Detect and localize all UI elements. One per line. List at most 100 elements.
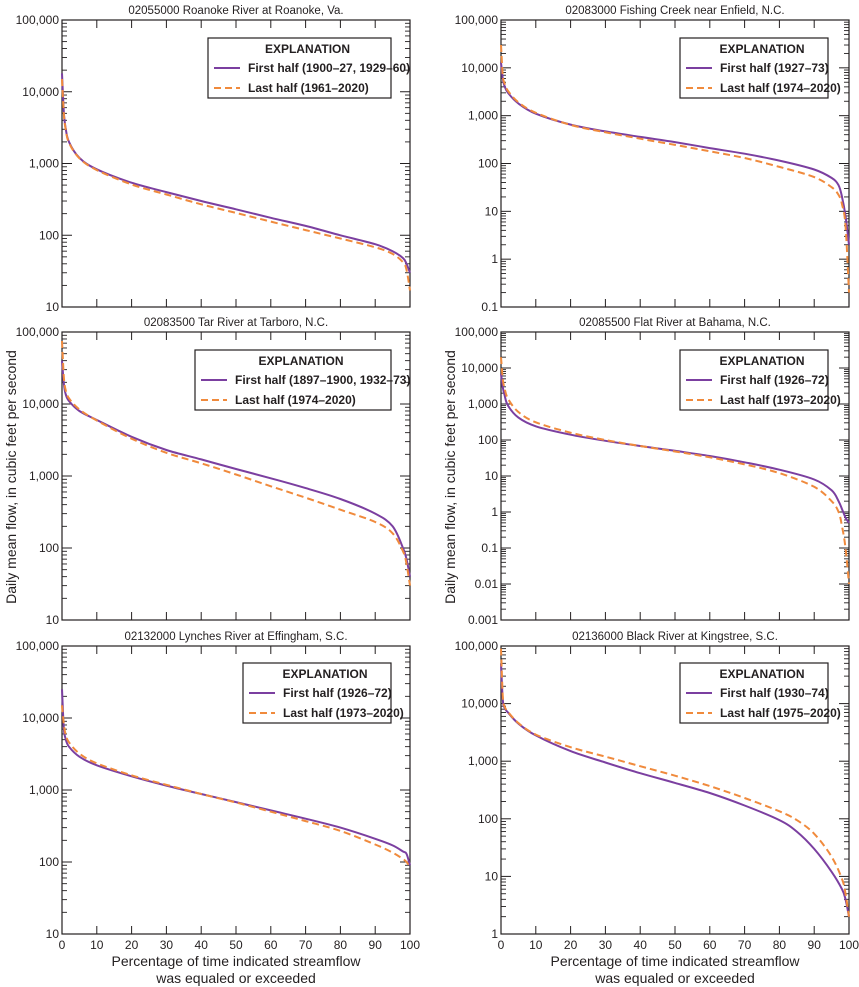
legend-title: EXPLANATION [719,354,804,368]
y-tick-label: 100 [39,541,59,555]
legend-label-first-half: First half (1897–1900, 1932–73) [235,373,410,387]
x-tick-label: 20 [564,938,578,952]
panel-1: 02055000 Roanoke River at Roanoke, Va. 10… [16,5,411,314]
y-tick-label: 100,000 [455,13,499,27]
y-tick-label: 100 [39,855,59,869]
y-tick-label: 100,000 [455,639,499,653]
y-tick-label: 1,000 [29,157,59,171]
legend-title: EXPLANATION [282,667,367,681]
legend-title: EXPLANATION [258,354,343,368]
x-tick-label: 30 [160,938,174,952]
y-tick-label: 1,000 [468,754,498,768]
legend-title: EXPLANATION [719,42,804,56]
panel-2: 02083000 Fishing Creek near Enfield, N.C… [455,5,850,314]
series-first-half-line [500,62,850,245]
x-axis-title-left-line2: was equaled or exceeded [155,970,316,986]
panel-4: 02085500 Flat River at Bahama, N.C. 0.001… [455,317,850,627]
panel-title: 02083500 Tar River at Tarboro, N.C. [144,317,328,329]
x-tick-label: 40 [634,938,648,952]
legend-label-first-half: First half (1930–74) [720,686,829,700]
panel-title: 02132000 Lynches River at Effingham, S.C… [124,631,347,643]
series-last-half-line [500,648,850,917]
series-last-half-line [61,705,411,868]
x-tick-label: 90 [369,938,383,952]
legend-label-first-half: First half (1900–27, 1929–60) [248,61,410,75]
x-tick-label: 10 [529,938,543,952]
y-tick-label: 1,000 [468,109,498,123]
y-tick-label: 10 [485,469,499,483]
y-tick-label: 10,000 [461,61,498,75]
legend-box [194,349,392,411]
x-axis-title-left-line1: Percentage of time indicated streamflow [111,953,361,969]
series-first-half-line [61,360,411,577]
y-tick-label: 1,000 [29,783,59,797]
y-tick-label: 100,000 [16,325,60,339]
panel-title: 02136000 Black River at Kingstree, S.C. [572,631,778,643]
series-last-half-line [500,44,850,293]
y-tick-label: 10,000 [22,85,59,99]
y-tick-label: 100 [478,433,498,447]
legend-title: EXPLANATION [719,667,804,681]
legend: EXPLANATION First half (1927–73) Last half… [679,37,841,99]
y-tick-label: 10 [46,927,60,941]
x-tick-label: 50 [668,938,682,952]
legend-label-first-half: First half (1926–72) [720,373,829,387]
legend-label-last-half: Last half (1961–2020) [248,81,369,95]
series-last-half-line [61,340,411,586]
legend-label-last-half: Last half (1974–2020) [235,393,356,407]
series-first-half-line [61,73,411,274]
x-tick-label: 90 [808,938,822,952]
series-last-half-line [500,357,850,585]
y-tick-label: 0.1 [481,300,498,314]
legend-label-first-half: First half (1926–72) [283,686,392,700]
y-tick-label: 0.01 [475,577,499,591]
x-tick-label: 30 [599,938,613,952]
x-tick-label: 100 [839,938,859,952]
y-tick-label: 10 [46,613,60,627]
panel-3: 02083500 Tar River at Tarboro, N.C. 10 100… [16,317,411,627]
y-tick-label: 10,000 [22,711,59,725]
x-tick-label: 50 [229,938,243,952]
panel-title: 02055000 Roanoke River at Roanoke, Va. [128,5,343,17]
panel-6: 02136000 Black River at Kingstree, S.C. 0… [455,631,859,952]
y-tick-label: 100 [478,157,498,171]
panel-title: 02085500 Flat River at Bahama, N.C. [579,317,771,329]
y-tick-label: 10 [485,869,499,883]
legend: EXPLANATION First half (1926–72) Last half… [679,349,841,411]
legend-title: EXPLANATION [265,42,350,56]
panel-title: 02083000 Fishing Creek near Enfield, N.C… [565,5,784,17]
legend-label-first-half: First half (1927–73) [720,61,829,75]
y-tick-label: 10 [485,204,499,218]
y-tick-label: 0.1 [481,541,498,555]
y-axis-title-left: Daily mean flow, in cubic feet per secon… [3,350,19,604]
legend: EXPLANATION First half (1930–74) Last half… [679,662,841,724]
x-tick-label: 70 [299,938,313,952]
x-tick-label: 100 [400,938,420,952]
x-axis-title-right-line1: Percentage of time indicated streamflow [550,953,800,969]
panel-5: 02132000 Lynches River at Effingham, S.C… [16,631,421,952]
y-tick-label: 100 [478,812,498,826]
y-tick-label: 1 [491,927,498,941]
y-tick-label: 10,000 [461,697,498,711]
legend-label-last-half: Last half (1973–2020) [720,393,841,407]
x-tick-label: 20 [125,938,139,952]
y-tick-label: 10,000 [22,397,59,411]
legend-label-last-half: Last half (1974–2020) [720,81,841,95]
x-tick-label: 40 [195,938,209,952]
x-tick-label: 60 [264,938,278,952]
x-tick-label: 60 [703,938,717,952]
x-axis-title-right-line2: was equaled or exceeded [594,970,755,986]
series-last-half-line [61,79,411,291]
x-tick-label: 0 [498,938,505,952]
y-tick-label: 100 [39,228,59,242]
y-tick-label: 1,000 [468,397,498,411]
y-tick-label: 100,000 [16,639,60,653]
y-tick-label: 100,000 [16,13,60,27]
x-tick-label: 70 [738,938,752,952]
legend: EXPLANATION First half (1926–72) Last half… [242,662,404,724]
y-tick-label: 10,000 [461,361,498,375]
x-tick-label: 80 [773,938,787,952]
legend: EXPLANATION First half (1900–27, 1929–60)… [207,37,410,99]
y-axis-title-right: Daily mean flow, in cubic feet per secon… [442,350,458,604]
